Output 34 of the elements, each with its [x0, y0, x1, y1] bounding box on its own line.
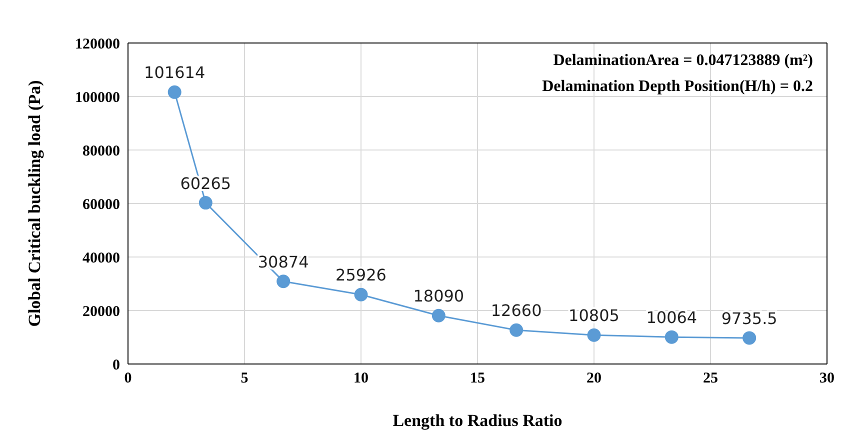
x-tick-label: 5 — [240, 370, 248, 387]
annotation: Delamination Depth Position(H/h) = 0.2 — [542, 77, 813, 97]
annotation: DelaminationArea = 0.047123889 (m²) — [552, 51, 813, 71]
point — [510, 323, 524, 337]
x-tick-label: 0 — [124, 370, 132, 387]
y-tick-label: 20000 — [82, 304, 120, 320]
data-label: 12660 — [490, 301, 542, 320]
y-tick-label: 40000 — [82, 250, 120, 266]
x-tick-label: 15 — [470, 370, 485, 387]
x-axis-title: Length to Radius Ratio — [392, 411, 562, 430]
x-tick-label: 25 — [703, 370, 718, 387]
point — [587, 328, 601, 342]
point — [198, 196, 212, 210]
point — [664, 330, 678, 344]
data-label: 9735.5 — [721, 308, 778, 328]
y-tick-label: 100000 — [75, 90, 120, 106]
data-label: 10064 — [646, 308, 698, 328]
point — [276, 274, 290, 288]
y-tick-label: 60000 — [82, 196, 120, 213]
y-axis-title: Global Critical buckling load (Pa) — [25, 80, 44, 327]
point — [432, 308, 446, 322]
data-label: 18090 — [413, 286, 464, 306]
y-tick-label: 80000 — [82, 143, 120, 160]
y-tick-label: 120000 — [75, 36, 120, 52]
x-tick-label: 20 — [586, 370, 602, 387]
x-tick-label: 30 — [820, 370, 834, 387]
point — [742, 331, 756, 345]
data-label: 25926 — [336, 266, 386, 285]
point — [354, 288, 368, 302]
data-label: 10805 — [568, 306, 620, 326]
point — [168, 85, 182, 99]
x-tick-label: 10 — [354, 370, 368, 387]
data-label: 101614 — [144, 63, 206, 82]
y-tick-label: 0 — [112, 357, 120, 374]
